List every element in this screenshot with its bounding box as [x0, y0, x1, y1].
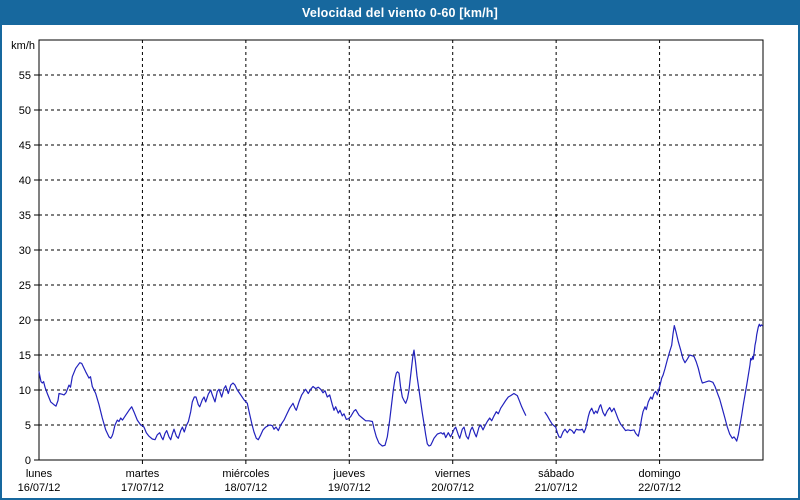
x-day-label: martes	[126, 468, 160, 480]
x-day-label: sábado	[538, 468, 574, 480]
x-day-label: jueves	[332, 468, 365, 480]
x-day-label: viernes	[435, 468, 471, 480]
x-date-label: 22/07/12	[638, 482, 681, 494]
title-bar: Velocidad del viento 0-60 [km/h]	[0, 0, 800, 25]
wind-speed-series	[544, 323, 763, 442]
y-axis-unit-label: km/h	[11, 40, 35, 52]
y-tick-label: 10	[19, 385, 31, 397]
wind-speed-series	[38, 349, 527, 447]
x-date-label: 18/07/12	[224, 482, 267, 494]
x-date-label: 20/07/12	[431, 482, 474, 494]
y-tick-label: 15	[19, 350, 31, 362]
x-day-label: lunes	[26, 468, 53, 480]
wind-speed-chart: 0 5 10 15 20 25 30 35 40 45 50 55 km/h lunes 16/07/12 m…	[11, 39, 764, 494]
plot-border	[38, 39, 764, 461]
y-tick-label: 45	[19, 140, 31, 152]
x-date-label: 21/07/12	[535, 482, 578, 494]
x-date-label: 19/07/12	[328, 482, 371, 494]
y-tick-label: 25	[19, 280, 31, 292]
y-tick-label: 0	[25, 455, 31, 467]
x-date-label: 16/07/12	[18, 482, 61, 494]
y-tick-label: 35	[19, 210, 31, 222]
y-tick-label: 5	[25, 420, 31, 432]
y-tick-label: 50	[19, 105, 31, 117]
x-day-label: domingo	[638, 468, 680, 480]
chart-title: Velocidad del viento 0-60 [km/h]	[301, 5, 499, 20]
y-tick-label: 20	[19, 315, 31, 327]
y-tick-label: 55	[19, 70, 31, 82]
x-day-label: miércoles	[222, 468, 270, 480]
x-date-label: 17/07/12	[121, 482, 164, 494]
y-tick-label: 30	[19, 245, 31, 257]
y-tick-label: 40	[19, 175, 31, 187]
